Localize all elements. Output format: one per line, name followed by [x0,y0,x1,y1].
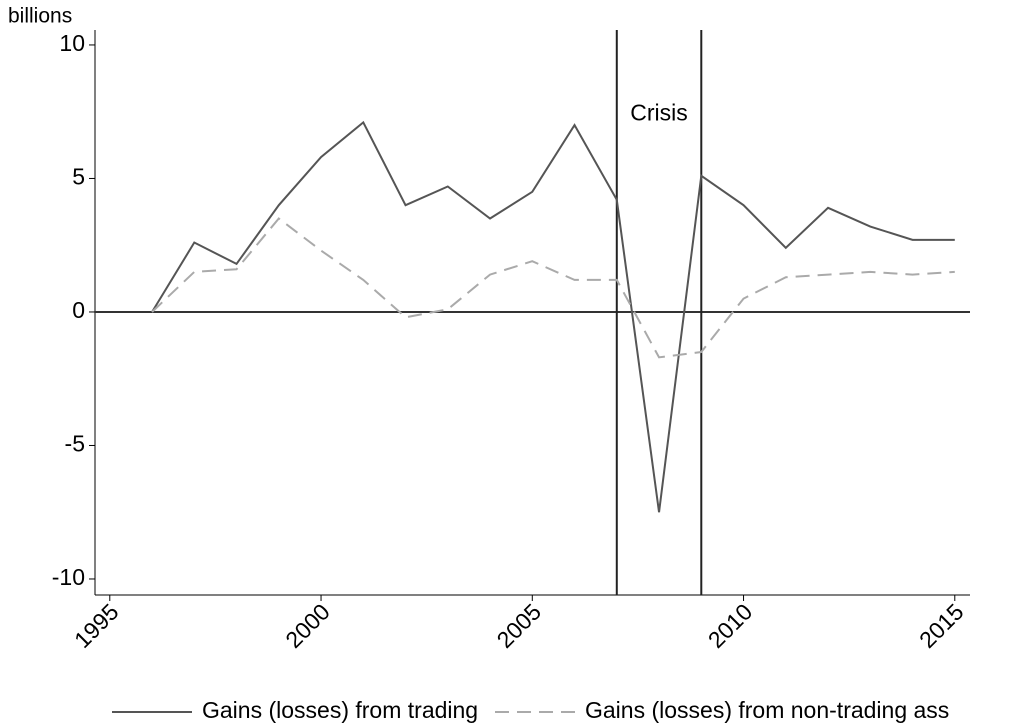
x-tick-label: 1995 [69,598,124,653]
legend-label: Gains (losses) from trading [202,697,478,723]
y-tick-label: 5 [72,164,85,190]
y-axis-label: billions [8,5,72,28]
x-tick-label: 2010 [703,598,758,653]
annotation: Crisis [630,99,688,125]
x-tick-label: 2015 [914,598,969,653]
series-line [151,217,955,359]
legend-label: Gains (losses) from non-trading ass [585,697,949,723]
x-tick-label: 2005 [492,598,547,653]
y-tick-label: -5 [65,431,85,457]
y-tick-label: 0 [72,297,85,323]
x-tick-label: 2000 [280,598,335,653]
series-line [151,120,955,513]
y-tick-label: 10 [59,30,85,56]
y-tick-label: -10 [52,564,85,590]
